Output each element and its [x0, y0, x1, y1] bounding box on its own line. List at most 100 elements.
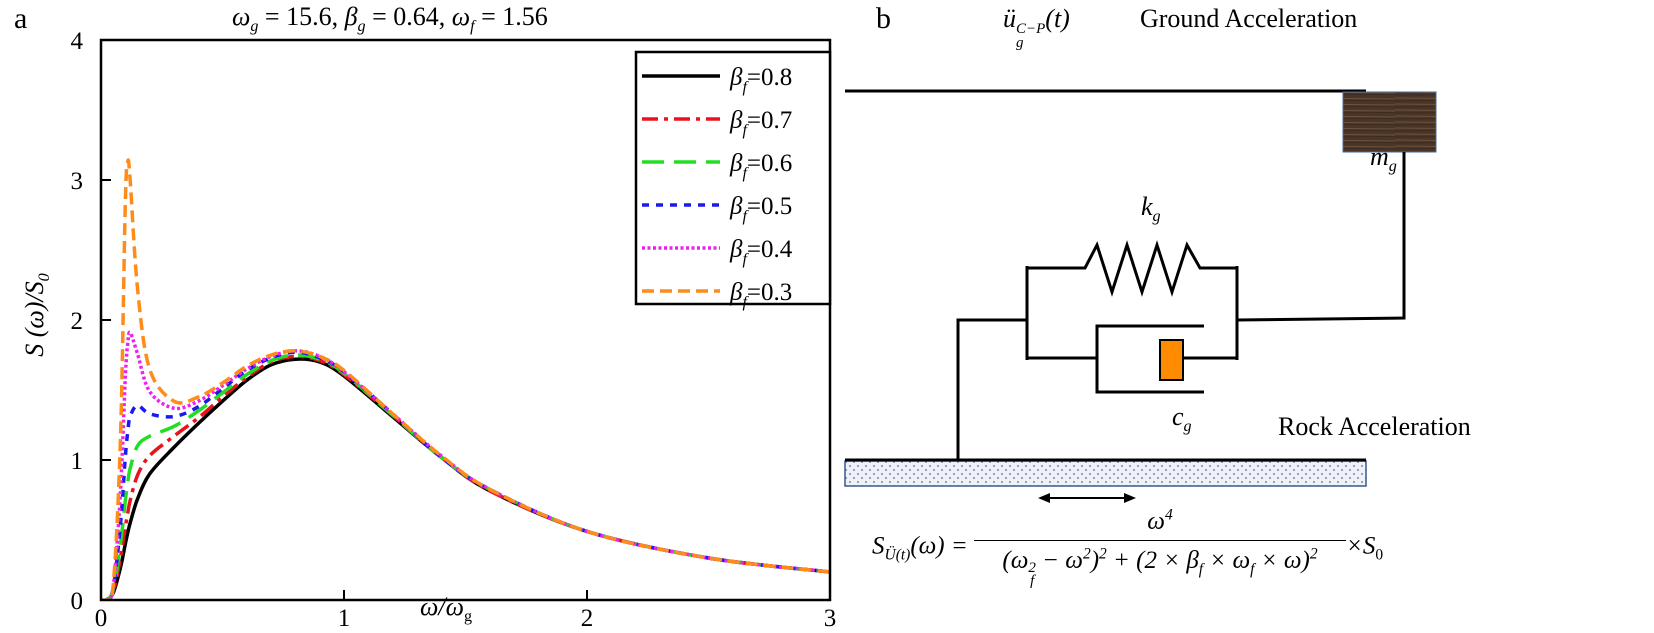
den-sub: f: [1030, 573, 1035, 589]
ground-acceleration-label: Ground Acceleration: [1140, 4, 1358, 33]
legend-label: βf=0.4: [729, 236, 793, 268]
legend-value: =0.7: [747, 107, 792, 134]
mass-sym: m: [1370, 142, 1389, 171]
legend-value: =0.4: [747, 236, 793, 263]
title-param-symbol: ω: [232, 2, 251, 31]
panel-a-label: a: [14, 2, 28, 35]
formula-num-sup: 4: [1164, 506, 1173, 524]
y-tick-label: 3: [71, 168, 84, 195]
spring-label: kg: [1141, 192, 1161, 226]
title-param-value: = 1.56: [474, 2, 548, 31]
series-line-βf=0.6: [101, 353, 830, 600]
legend: βf=0.8βf=0.7βf=0.6βf=0.5βf=0.4βf=0.3: [634, 50, 832, 311]
y-tick-label: 4: [71, 28, 84, 55]
den-sub: f: [1198, 561, 1204, 578]
den-token: (ω: [1002, 547, 1029, 574]
x-axis-label-base: ω/ω: [420, 592, 464, 621]
ground-symbol-sub: g: [1016, 35, 1024, 51]
ground-acceleration-symbol: ü C−P g (t): [1003, 4, 1070, 51]
title-param-value: = 0.64,: [365, 2, 452, 31]
damper-sub: g: [1183, 418, 1192, 436]
x-tick-label: 3: [824, 605, 837, 632]
y-tick-label: 1: [71, 448, 84, 475]
spring-sym: k: [1141, 192, 1153, 221]
ground-symbol-sup: C−P: [1016, 21, 1046, 37]
den-sup: 2: [1082, 545, 1091, 563]
formula-fraction: ω4 (ω 2 f − ω2)2 + (2 × βf × ωf × ω)2: [974, 506, 1346, 589]
title-param-symbol: ω: [451, 2, 471, 31]
series-line-βf=0.4: [101, 330, 830, 600]
formula-tail-sub: 0: [1375, 546, 1384, 564]
x-tick-label: 1: [338, 605, 351, 632]
formula-denominator: (ω 2 f − ω2)2 + (2 × βf × ωf × ω)2: [974, 540, 1346, 589]
spring-sub: g: [1152, 208, 1161, 226]
den-token: + (2 × β: [1106, 547, 1199, 574]
legend-label: βf=0.7: [729, 107, 792, 139]
title-param-sub: f: [470, 18, 475, 36]
damper-label: cg: [1172, 402, 1192, 436]
formula-lhs-arg: (ω) =: [910, 532, 968, 560]
damper-piston: [1159, 339, 1184, 381]
base-connector: [956, 318, 1027, 460]
arrow-head-left: [1038, 493, 1050, 503]
legend-symbol: β: [729, 236, 743, 263]
legend-sub: f: [742, 79, 749, 96]
x-tick-label: 0: [95, 605, 108, 632]
den-token: − ω: [1035, 547, 1083, 574]
legend-sub: f: [742, 251, 749, 268]
chart-title: ωg = 15.6, βg = 0.64, ωf = 1.56: [232, 2, 548, 36]
legend-label: βf=0.6: [729, 150, 792, 182]
formula-numerator: ω4: [974, 506, 1346, 540]
legend-sub: f: [742, 165, 749, 182]
legend-symbol: β: [729, 64, 743, 91]
rock-acceleration-label: Rock Acceleration: [1278, 412, 1471, 441]
mass-connector: [1236, 152, 1406, 322]
title-param-sub: g: [357, 18, 366, 36]
damper-sym: c: [1172, 402, 1184, 431]
legend-symbol: β: [729, 150, 743, 177]
legend-sub: f: [742, 208, 749, 225]
formula-num-base: ω: [1147, 508, 1165, 535]
x-tick-label: 2: [581, 605, 594, 632]
spring: [1027, 240, 1237, 297]
legend-value: =0.5: [747, 193, 792, 220]
mass-sub: g: [1388, 158, 1397, 176]
series-line-βf=0.3: [101, 158, 830, 600]
legend-value: =0.6: [747, 150, 792, 177]
rock-base: [844, 460, 1367, 487]
ground-symbol-base: ü: [1003, 4, 1016, 33]
spectrum-formula: SÜ(t)(ω) = ω4 (ω 2 f − ω2)2 + (2 × βf × ωf…: [872, 506, 1384, 589]
legend-label: βf=0.5: [729, 193, 792, 225]
legend-frame: [634, 50, 832, 306]
title-param-value: = 15.6,: [258, 2, 345, 31]
mass-label: mg: [1370, 142, 1397, 176]
den-sup: 2: [1309, 545, 1318, 563]
ground-symbol-arg: (t): [1045, 4, 1070, 33]
formula-lhs: S: [872, 532, 885, 560]
arrow-head-right: [1124, 493, 1136, 503]
damper-cylinder: [1095, 324, 1204, 394]
y-tick-label: 2: [71, 308, 84, 335]
legend-symbol: β: [729, 193, 743, 220]
y-tick-label: 0: [71, 588, 84, 615]
x-axis-label-sub: g: [463, 608, 473, 626]
den-sup: 2: [1099, 545, 1107, 563]
legend-value: =0.3: [747, 279, 792, 306]
legend-sub: f: [742, 122, 749, 139]
legend-sub: f: [742, 294, 749, 311]
den-token: × ω: [1203, 547, 1251, 574]
legend-label: βf=0.3: [729, 279, 792, 311]
legend-symbol: β: [729, 107, 743, 134]
panel-b-label: b: [876, 2, 891, 35]
den-sup: 2: [1028, 560, 1036, 576]
legend-value: =0.8: [747, 64, 792, 91]
formula-lhs-sub: Ü(t): [884, 546, 911, 564]
legend-symbol: β: [729, 279, 743, 306]
x-axis-label: ω/ωg: [420, 592, 473, 626]
formula-tail: ×S: [1346, 532, 1376, 560]
den-token: ): [1090, 547, 1100, 574]
mass-block: [1342, 91, 1437, 153]
